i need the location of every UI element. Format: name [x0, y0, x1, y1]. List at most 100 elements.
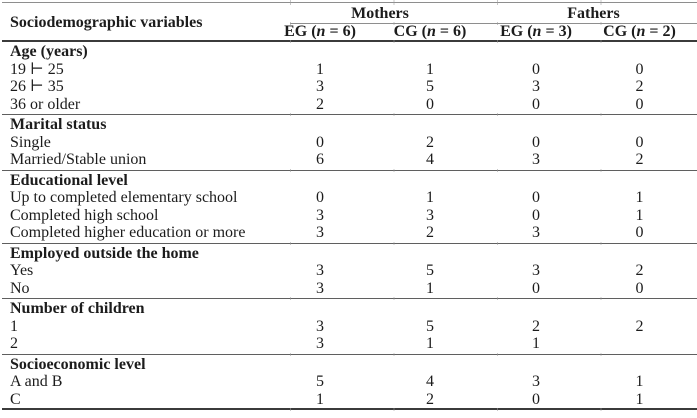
value-cell: 4 — [426, 373, 434, 390]
section-header-row: Age (years) — [2, 43, 697, 61]
col-header-cg-mothers: CG (n = 6) — [370, 23, 490, 41]
group-header-mothers: Mothers — [351, 5, 409, 22]
col-header-text: = 3) — [541, 22, 572, 40]
section-divider — [2, 168, 697, 172]
col-header-text: = 6) — [325, 22, 356, 40]
value-cell: 0 — [532, 279, 540, 297]
col-header-text: EG ( — [500, 22, 533, 40]
table-top-rule — [2, 0, 697, 5]
table-row: Married/Stable union 6 4 3 2 — [2, 151, 697, 169]
col-header-text: CG ( — [603, 22, 637, 40]
value-cell: 1 — [426, 189, 434, 206]
value-cell: 2 — [426, 390, 434, 408]
value-cell: 3 — [532, 151, 540, 168]
value-cell: 2 — [635, 317, 644, 335]
value-cell: 2 — [635, 78, 644, 95]
row-label: Yes — [10, 262, 34, 279]
row-label: Completed high school — [10, 206, 159, 224]
value-cell: 0 — [426, 95, 434, 113]
value-cell: 1 — [635, 189, 644, 206]
col-header-eg-fathers: EG (n = 3) — [490, 23, 582, 41]
value-cell: 0 — [532, 133, 540, 151]
value-cell: 3 — [532, 78, 540, 95]
value-cell: 3 — [316, 317, 324, 335]
value-cell: 2 — [635, 262, 644, 279]
col-header-text: EG ( — [284, 22, 317, 40]
value-cell: 3 — [426, 206, 434, 224]
section-header: Age (years) — [10, 43, 88, 60]
value-cell: 0 — [532, 390, 540, 408]
table-bottom-rule — [2, 408, 697, 411]
section-header: Socioeconomic level — [10, 355, 146, 373]
value-cell: 2 — [426, 224, 434, 241]
value-cell: 3 — [316, 262, 324, 279]
value-cell: 5 — [426, 262, 434, 279]
row-label: 1 — [10, 317, 18, 335]
table-row: A and B 5 4 3 1 — [2, 373, 697, 391]
table-row: 1 3 5 2 2 — [2, 318, 697, 336]
value-cell: 0 — [532, 206, 540, 224]
n-symbol: n — [316, 22, 326, 40]
col-header-text: = 2) — [645, 22, 676, 40]
value-cell: 0 — [532, 95, 540, 113]
section-header-row: Socioeconomic level — [2, 356, 697, 374]
section-header: Educational level — [10, 171, 128, 189]
table-row: 26 ⊢ 35 3 5 3 2 — [2, 78, 697, 96]
value-cell: 0 — [635, 133, 644, 151]
group-underline-rule — [290, 22, 697, 25]
value-cell: 1 — [426, 60, 434, 78]
section-header: Marital status — [10, 116, 107, 133]
section-header: Employed outside the home — [10, 244, 199, 262]
value-cell: 0 — [635, 224, 644, 241]
row-label: Completed higher education or more — [10, 224, 246, 241]
table-row: Completed high school 3 3 0 1 — [2, 207, 697, 225]
value-cell: 0 — [635, 279, 644, 297]
column-header-row: EG (n = 6) CG (n = 6) EG (n = 3) CG (n =… — [270, 23, 697, 41]
value-cell: 4 — [426, 151, 434, 168]
row-label: No — [10, 279, 30, 297]
table-row: Yes 3 5 3 2 — [2, 262, 697, 280]
value-cell: 0 — [635, 95, 644, 113]
table-row: Completed higher education or more 3 2 3… — [2, 224, 697, 242]
section-header: Number of children — [10, 300, 145, 317]
section-divider — [2, 297, 697, 300]
value-cell: 3 — [532, 224, 540, 241]
value-cell: 3 — [316, 78, 324, 95]
value-cell: 2 — [532, 317, 540, 335]
table-header: Sociodemographic variables Mothers Fathe… — [2, 5, 697, 40]
value-cell: 3 — [316, 224, 324, 241]
value-cell empty — [582, 335, 697, 353]
value-cell: 6 — [316, 151, 324, 168]
section-header-row: Employed outside the home — [2, 245, 697, 263]
section-header-row: Marital status — [2, 116, 697, 134]
row-label: A and B — [10, 373, 63, 390]
n-symbol: n — [532, 22, 542, 40]
table-row: No 3 1 0 0 — [2, 280, 697, 298]
value-cell: 0 — [316, 133, 324, 151]
col-header-text: CG ( — [393, 22, 427, 40]
value-cell: 1 — [635, 390, 644, 408]
row-label: Up to completed elementary school — [10, 189, 238, 206]
value-cell: 5 — [426, 78, 434, 95]
value-cell: 0 — [316, 189, 324, 206]
table-row: 19 ⊢ 25 1 1 0 0 — [2, 61, 697, 79]
row-label: Married/Stable union — [10, 151, 147, 168]
row-label: 2 — [10, 335, 18, 352]
group-header-row: Mothers Fathers — [270, 5, 697, 23]
col-header-eg-mothers: EG (n = 6) — [270, 23, 370, 41]
header-bottom-rule — [2, 40, 697, 43]
table-row: C 1 2 0 1 — [2, 391, 697, 409]
value-cell: 1 — [426, 279, 434, 297]
corner-header: Sociodemographic variables — [10, 13, 203, 31]
value-cell: 1 — [316, 60, 324, 78]
value-cell: 3 — [532, 373, 540, 390]
section-divider — [2, 241, 697, 245]
table-row: Up to completed elementary school 0 1 0 … — [2, 189, 697, 207]
value-cell: 0 — [635, 60, 644, 78]
section-header-row: Educational level — [2, 172, 697, 190]
section-divider — [2, 113, 697, 116]
header-right: Mothers Fathers EG (n = 6) CG (n = 6) EG… — [270, 5, 697, 40]
value-cell: 3 — [316, 279, 324, 297]
section-divider — [2, 352, 697, 356]
